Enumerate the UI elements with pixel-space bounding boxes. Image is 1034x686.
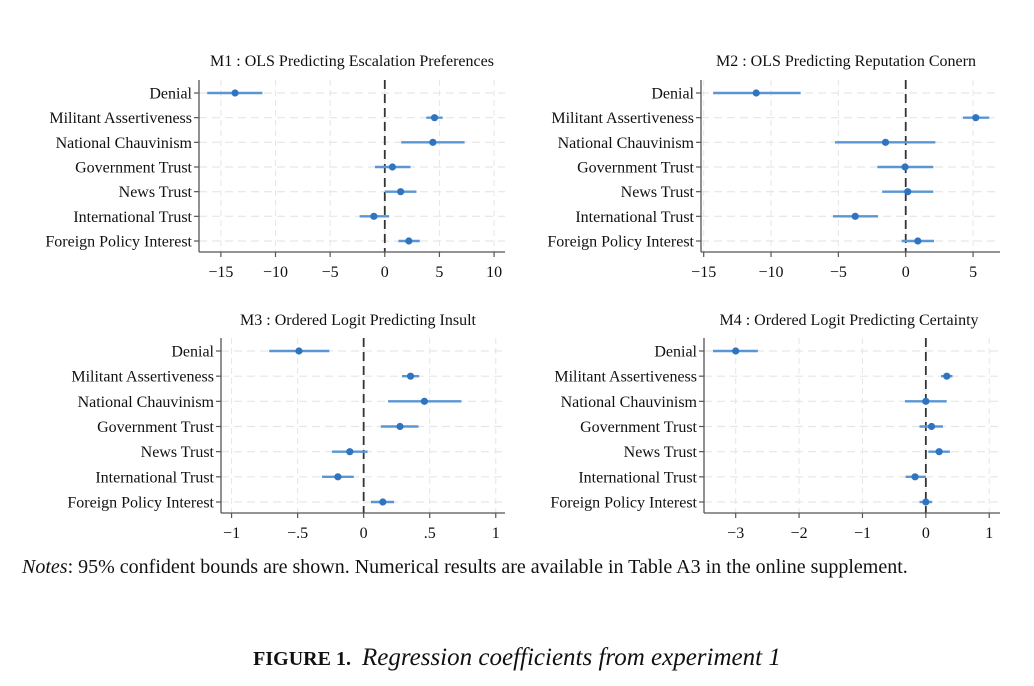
y-tick-label: National Chauvinism xyxy=(558,135,695,152)
y-tick-label: News Trust xyxy=(621,184,695,201)
panel-m2: M2 : OLS Predicting Reputation Conern Den… xyxy=(547,53,1000,281)
panel-m4: M4 : Ordered Logit Predicting Certainty D… xyxy=(550,312,1000,542)
y-tick-label: International Trust xyxy=(575,209,694,226)
y-tick-label: Denial xyxy=(654,344,697,361)
caption-label: FIGURE 1. xyxy=(253,648,351,670)
coefficient-point xyxy=(851,212,859,220)
y-tick-label: International Trust xyxy=(73,209,192,226)
coefficient-point xyxy=(922,397,930,405)
x-tick-label: −5 xyxy=(322,264,339,281)
x-tick-label: −10 xyxy=(263,264,288,281)
figure-caption: FIGURE 1. Regression coefficients from e… xyxy=(0,644,1034,672)
x-tick-label: 1 xyxy=(492,525,500,542)
coefficient-point xyxy=(397,188,405,196)
x-tick-label: 0 xyxy=(902,264,910,281)
y-tick-label: Government Trust xyxy=(580,419,697,436)
coefficient-point xyxy=(935,448,943,456)
coefficient-point xyxy=(405,237,413,245)
y-tick-label: International Trust xyxy=(95,469,214,486)
notes-label: Notes xyxy=(22,556,68,578)
coefficient-point xyxy=(901,163,909,171)
y-tick-label: Foreign Policy Interest xyxy=(550,495,697,512)
coefficient-point xyxy=(914,237,922,245)
coefficient-point xyxy=(420,397,429,405)
coefficient-point xyxy=(927,422,936,431)
coefficient-point xyxy=(334,473,342,481)
coefficient-point xyxy=(752,89,760,97)
notes-text: : 95% confident bounds are shown. Numeri… xyxy=(67,556,908,578)
coefficient-point xyxy=(231,89,239,97)
y-tick-label: National Chauvinism xyxy=(561,394,698,411)
coefficient-point xyxy=(904,188,912,196)
y-tick-label: Denial xyxy=(171,344,214,361)
y-tick-label: Militant Assertiveness xyxy=(49,110,192,127)
panel-title: M1 : OLS Predicting Escalation Preferenc… xyxy=(210,53,494,70)
x-tick-label: −10 xyxy=(759,264,784,281)
figure-panels: M1 : OLS Predicting Escalation Preferenc… xyxy=(45,53,1000,542)
panel-title: M2 : OLS Predicting Reputation Conern xyxy=(716,53,976,70)
figure-notes: Notes: 95% confident bounds are shown. N… xyxy=(22,552,942,582)
y-tick-label: Denial xyxy=(651,86,694,103)
y-tick-label: News Trust xyxy=(624,444,698,461)
y-tick-label: Government Trust xyxy=(75,160,192,177)
x-tick-label: −.5 xyxy=(287,525,308,542)
coefficient-point xyxy=(379,498,387,506)
x-tick-label: −15 xyxy=(208,264,233,281)
coefficient-point xyxy=(295,347,303,355)
y-tick-label: Militant Assertiveness xyxy=(554,369,697,386)
y-tick-label: Government Trust xyxy=(97,419,214,436)
x-tick-label: −15 xyxy=(691,264,716,281)
x-tick-label: −5 xyxy=(830,264,847,281)
panel-m3: M3 : Ordered Logit Predicting Insult Deni… xyxy=(67,312,505,542)
y-tick-label: Foreign Policy Interest xyxy=(67,495,214,512)
coefficient-point xyxy=(396,422,404,431)
coefficient-point xyxy=(370,212,378,220)
x-tick-label: −1 xyxy=(223,525,240,542)
x-tick-label: −2 xyxy=(791,525,808,542)
x-tick-label: −1 xyxy=(854,525,871,542)
y-tick-label: Denial xyxy=(149,86,192,103)
y-tick-label: Foreign Policy Interest xyxy=(547,234,694,251)
x-tick-label: 5 xyxy=(969,264,977,281)
y-tick-label: News Trust xyxy=(141,444,215,461)
y-tick-label: Militant Assertiveness xyxy=(71,369,214,386)
coefficient-point xyxy=(732,347,740,355)
coefficient-point xyxy=(943,372,951,380)
y-tick-label: Militant Assertiveness xyxy=(551,110,694,127)
coefficient-point xyxy=(430,114,439,122)
y-tick-label: National Chauvinism xyxy=(56,135,193,152)
coefficient-point xyxy=(406,372,415,380)
y-tick-label: Foreign Policy Interest xyxy=(45,234,192,251)
x-tick-label: 1 xyxy=(985,525,993,542)
x-tick-label: 0 xyxy=(360,525,368,542)
panel-m1: M1 : OLS Predicting Escalation Preferenc… xyxy=(45,53,505,281)
x-tick-label: 0 xyxy=(922,525,930,542)
panel-title: M4 : Ordered Logit Predicting Certainty xyxy=(719,312,978,329)
y-tick-label: National Chauvinism xyxy=(78,394,215,411)
panel-title: M3 : Ordered Logit Predicting Insult xyxy=(240,312,477,329)
coefficient-point xyxy=(346,448,354,456)
coefficient-point xyxy=(429,138,437,146)
coefficient-point xyxy=(911,473,919,481)
caption-text: Regression coefficients from experiment … xyxy=(361,644,781,671)
x-tick-label: −3 xyxy=(727,525,744,542)
coefficient-point xyxy=(972,114,980,122)
x-tick-label: 5 xyxy=(435,264,443,281)
x-tick-label: .5 xyxy=(424,525,436,542)
y-tick-label: Government Trust xyxy=(577,160,694,177)
y-tick-label: International Trust xyxy=(578,469,697,486)
y-tick-label: News Trust xyxy=(119,184,193,201)
coefficient-point xyxy=(388,163,397,171)
x-tick-label: 10 xyxy=(486,264,502,281)
coefficient-point xyxy=(881,138,890,146)
x-tick-label: 0 xyxy=(381,264,389,281)
coefficient-point xyxy=(922,498,930,506)
